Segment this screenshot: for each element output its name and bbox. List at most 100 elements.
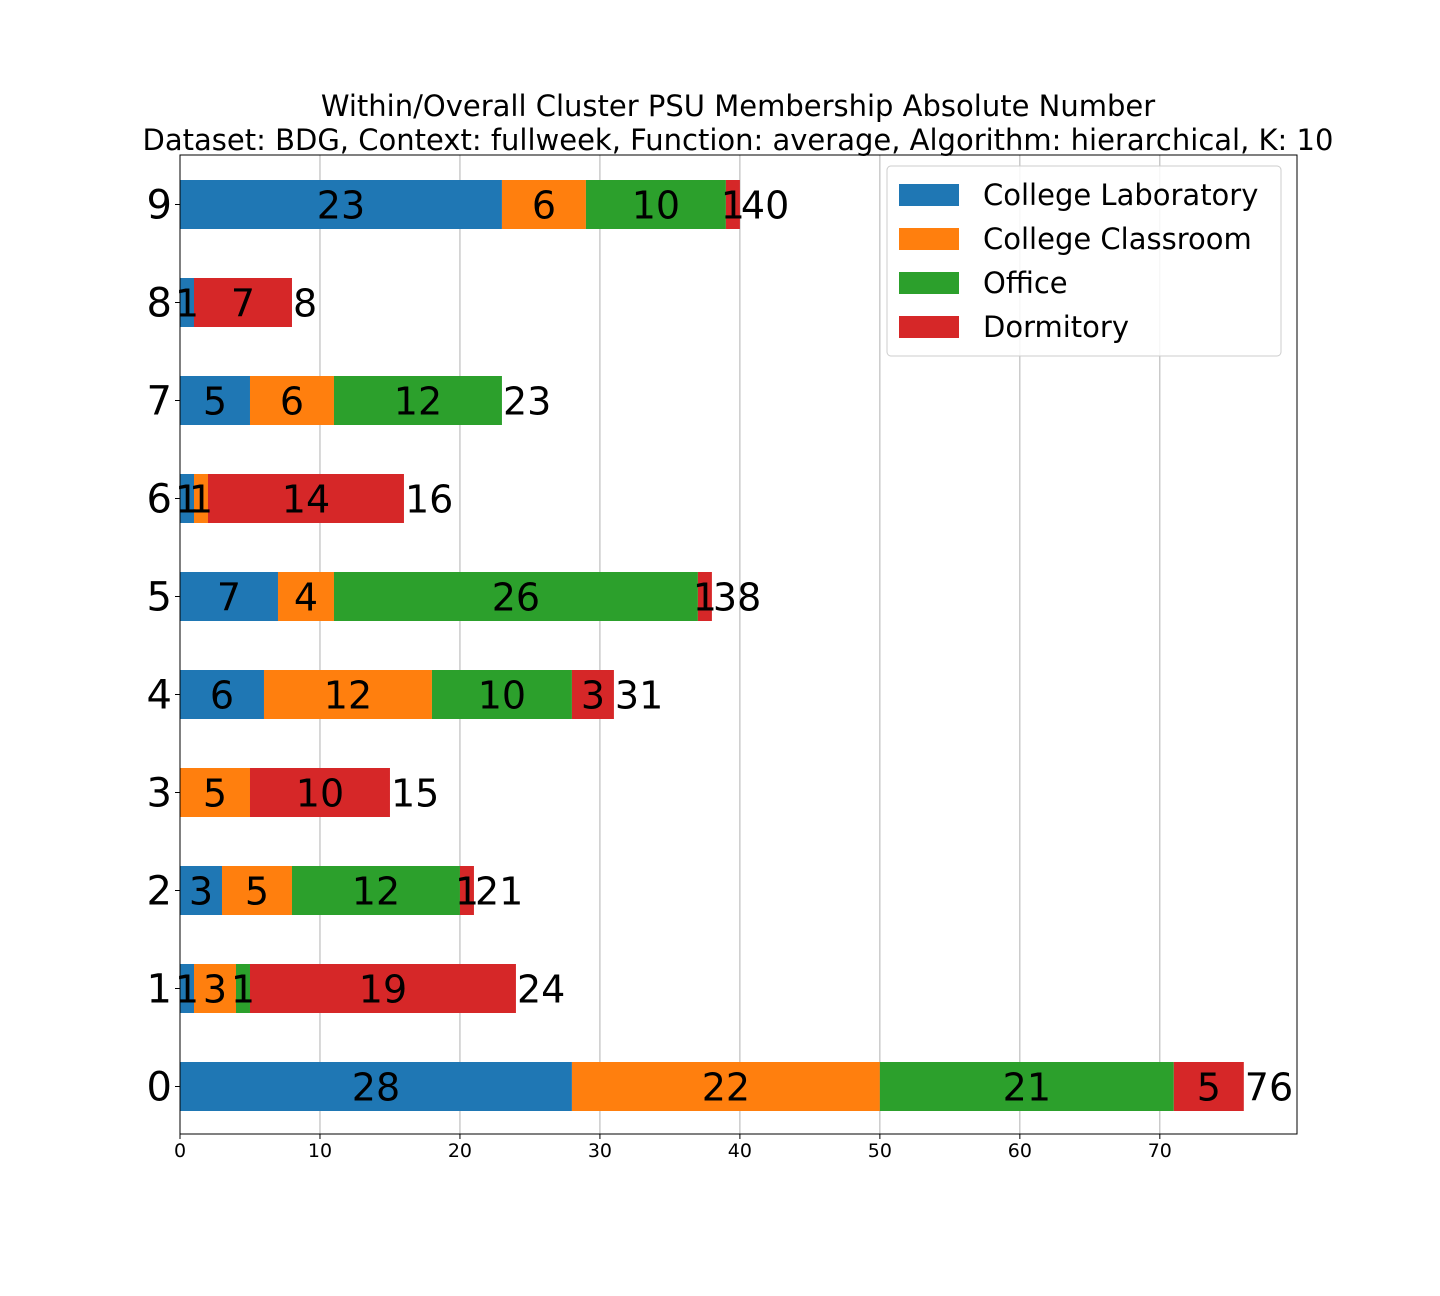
x-tick-label: 0 <box>174 1140 186 1162</box>
y-tick-label: 5 <box>147 575 172 621</box>
segment-value-label: 12 <box>394 380 442 424</box>
segment-value-label: 26 <box>492 576 540 620</box>
segment-value-label: 4 <box>294 576 318 620</box>
legend-label: College Classroom <box>983 222 1252 256</box>
bar-segment <box>193 964 236 1013</box>
bar-segment <box>333 376 502 425</box>
bar-segment <box>180 376 250 425</box>
bar-segment <box>501 180 586 229</box>
segment-value-label: 5 <box>1197 1066 1221 1110</box>
bar-segment <box>221 866 292 915</box>
bar-segment <box>571 1062 880 1111</box>
segment-value-label: 7 <box>217 576 241 620</box>
x-axis: 0 10 20 30 40 50 60 70 <box>174 1134 1172 1162</box>
legend-swatch <box>899 184 959 206</box>
segment-value-label: 1 <box>175 968 199 1012</box>
bar-segment <box>277 572 334 621</box>
bar-segment <box>180 670 264 719</box>
segment-value-label: 3 <box>203 968 227 1012</box>
segment-value-label: 6 <box>532 184 556 228</box>
total-value-label: 76 <box>1245 1066 1293 1110</box>
bar-segment <box>879 1062 1174 1111</box>
segment-value-label: 23 <box>317 184 365 228</box>
y-tick-label: 8 <box>147 281 172 327</box>
bar-segment <box>180 768 250 817</box>
segment-value-label: 1 <box>721 184 745 228</box>
segment-value-label: 6 <box>210 674 234 718</box>
bar-segment <box>207 474 404 523</box>
segment-value-label: 1 <box>693 576 717 620</box>
y-tick-label: 1 <box>147 967 172 1013</box>
total-value-label: 15 <box>391 772 439 816</box>
y-tick-label: 3 <box>147 771 172 817</box>
segment-value-label: 7 <box>231 282 255 326</box>
x-tick-label: 40 <box>728 1140 752 1162</box>
segment-value-label: 1 <box>189 478 213 522</box>
bar-segment <box>180 1062 572 1111</box>
bar-segment <box>459 866 474 915</box>
bar-segment <box>193 474 208 523</box>
bar-segment <box>249 768 390 817</box>
segment-value-label: 10 <box>632 184 680 228</box>
segment-value-label: 19 <box>359 968 407 1012</box>
y-tick-label: 6 <box>147 477 172 523</box>
total-value-label: 8 <box>293 282 317 326</box>
x-tick-label: 60 <box>1008 1140 1032 1162</box>
y-axis: 0 1 2 3 4 5 6 7 8 9 <box>147 183 180 1111</box>
bar-segment <box>180 964 194 1013</box>
chart-subtitle: Dataset: BDG, Context: fullweek, Functio… <box>143 123 1334 157</box>
legend-label: Office <box>983 266 1068 300</box>
bar-segment <box>585 180 726 229</box>
segment-value-label: 5 <box>203 772 227 816</box>
segment-value-label: 1 <box>175 282 199 326</box>
bar-segment <box>193 278 292 327</box>
bars <box>180 180 1244 1111</box>
chart-title: Within/Overall Cluster PSU Membership Ab… <box>321 89 1155 123</box>
y-tick-label: 2 <box>147 869 172 915</box>
segment-value-label: 28 <box>352 1066 400 1110</box>
bar-segment <box>697 572 712 621</box>
bar-segment <box>725 180 740 229</box>
y-tick-label: 7 <box>147 379 172 425</box>
legend-label: College Laboratory <box>983 178 1258 212</box>
bar-segment <box>333 572 698 621</box>
segment-value-label: 1 <box>231 968 255 1012</box>
segment-value-label: 3 <box>581 674 605 718</box>
segment-value-label: 21 <box>1003 1066 1051 1110</box>
bar-segment <box>291 866 460 915</box>
bar-segment <box>235 964 250 1013</box>
bar-segment <box>431 670 572 719</box>
segment-value-label: 1 <box>455 870 479 914</box>
bar-segment <box>263 670 432 719</box>
x-tick-label: 50 <box>868 1140 892 1162</box>
bar-segment <box>180 572 278 621</box>
total-value-label: 31 <box>615 674 663 718</box>
legend-label: Dormitory <box>983 310 1129 344</box>
total-value-label: 23 <box>503 380 551 424</box>
legend-box <box>886 165 1282 357</box>
bar-segment <box>571 670 614 719</box>
y-tick-label: 0 <box>147 1065 172 1111</box>
segment-value-label: 12 <box>352 870 400 914</box>
total-value-label: 16 <box>405 478 453 522</box>
legend-swatch <box>899 228 959 250</box>
segment-value-label: 5 <box>203 380 227 424</box>
legend-swatch <box>899 272 959 294</box>
segment-value-label: 22 <box>702 1066 750 1110</box>
bar-segment <box>180 278 194 327</box>
bar-segment <box>180 180 502 229</box>
x-tick-label: 10 <box>308 1140 332 1162</box>
segment-value-label: 1 <box>175 478 199 522</box>
segment-value-label: 5 <box>245 870 269 914</box>
total-value-label: 40 <box>741 184 789 228</box>
bar-segment <box>249 964 516 1013</box>
x-tick-label: 70 <box>1148 1140 1172 1162</box>
bar-segment <box>180 866 222 915</box>
segment-value-label: 12 <box>324 674 372 718</box>
legend: College Laboratory College Classroom Offic… <box>886 165 1282 357</box>
segment-value-label: 10 <box>478 674 526 718</box>
bar-segment <box>1173 1062 1244 1111</box>
total-value-label: 24 <box>517 968 565 1012</box>
